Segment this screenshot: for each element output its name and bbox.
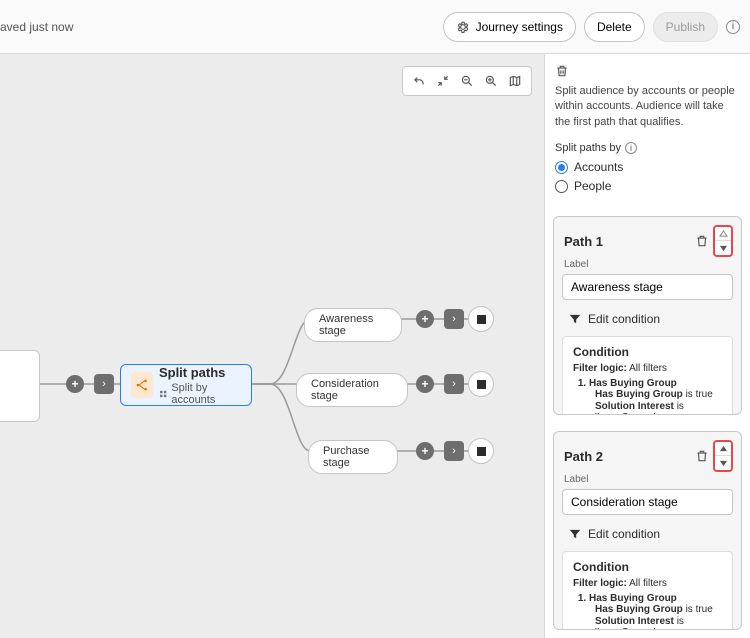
split-by-section: Split paths by i Accounts People	[545, 142, 750, 208]
end-node-3[interactable]	[468, 438, 494, 464]
path-card-2: Path 2 Label Edit condition	[553, 431, 742, 630]
reorder-controls	[713, 440, 733, 472]
gear-icon	[456, 20, 470, 34]
condition-summary: Condition Filter logic: All filters Has …	[562, 551, 733, 630]
info-icon[interactable]: i	[625, 142, 637, 154]
info-icon[interactable]: i	[726, 20, 740, 34]
move-down-button[interactable]	[715, 456, 731, 470]
move-down-button[interactable]	[715, 241, 731, 255]
saved-status: aved just now	[0, 20, 73, 34]
end-node-2[interactable]	[468, 371, 494, 397]
add-after-path-1[interactable]: +	[416, 310, 434, 328]
path-label-input[interactable]	[562, 274, 733, 300]
connector-arrow: ›	[444, 374, 464, 394]
connector-arrow: ›	[444, 441, 464, 461]
edit-condition-button[interactable]: Edit condition	[554, 523, 741, 551]
move-up-button[interactable]	[715, 227, 731, 241]
top-actions: Journey settings Delete Publish i	[443, 12, 740, 42]
radio-icon	[555, 180, 568, 193]
split-icon	[131, 372, 153, 398]
add-node-button[interactable]: +	[66, 375, 84, 393]
path-card-1: Path 1 Label Edit condition	[553, 216, 742, 415]
journey-settings-button[interactable]: Journey settings	[443, 12, 576, 42]
label-field-caption: Label	[554, 474, 741, 485]
connector-arrow: ›	[444, 309, 464, 329]
flow-connectors	[0, 54, 544, 638]
add-after-path-2[interactable]: +	[416, 375, 434, 393]
connector-arrow: ›	[94, 374, 114, 394]
path-pill-2[interactable]: Consideration stage	[296, 373, 408, 407]
delete-node-icon[interactable]	[555, 64, 569, 78]
add-after-path-3[interactable]: +	[416, 442, 434, 460]
split-paths-node[interactable]: Split paths Split by accounts	[120, 364, 252, 406]
panel-description: Split audience by accounts or people wit…	[545, 84, 750, 142]
properties-panel: Split audience by accounts or people wit…	[544, 54, 750, 638]
top-bar: aved just now Journey settings Delete Pu…	[0, 0, 750, 54]
radio-accounts[interactable]: Accounts	[555, 160, 740, 174]
edit-condition-button[interactable]: Edit condition	[554, 308, 741, 336]
reorder-controls	[713, 225, 733, 257]
filter-icon	[568, 527, 582, 541]
radio-people[interactable]: People	[555, 179, 740, 193]
publish-button: Publish	[653, 12, 718, 42]
end-node-1[interactable]	[468, 306, 494, 332]
path-pill-1[interactable]: Awareness stage	[304, 308, 402, 342]
radio-icon	[555, 161, 568, 174]
path-title: Path 2	[564, 449, 603, 464]
path-pill-3[interactable]: Purchase stage	[308, 440, 398, 474]
path-title: Path 1	[564, 234, 603, 249]
label-field-caption: Label	[554, 259, 741, 270]
filter-icon	[568, 312, 582, 326]
delete-button[interactable]: Delete	[584, 12, 645, 42]
delete-path-icon[interactable]	[695, 234, 709, 248]
entry-node[interactable]: ing ent umaSec...	[0, 350, 40, 422]
accounts-icon	[159, 389, 167, 399]
move-up-button[interactable]	[715, 442, 731, 456]
condition-summary: Condition Filter logic: All filters Has …	[562, 336, 733, 415]
journey-canvas[interactable]: ing ent umaSec... + › Split paths Split …	[0, 54, 544, 638]
delete-path-icon[interactable]	[695, 449, 709, 463]
path-label-input[interactable]	[562, 489, 733, 515]
